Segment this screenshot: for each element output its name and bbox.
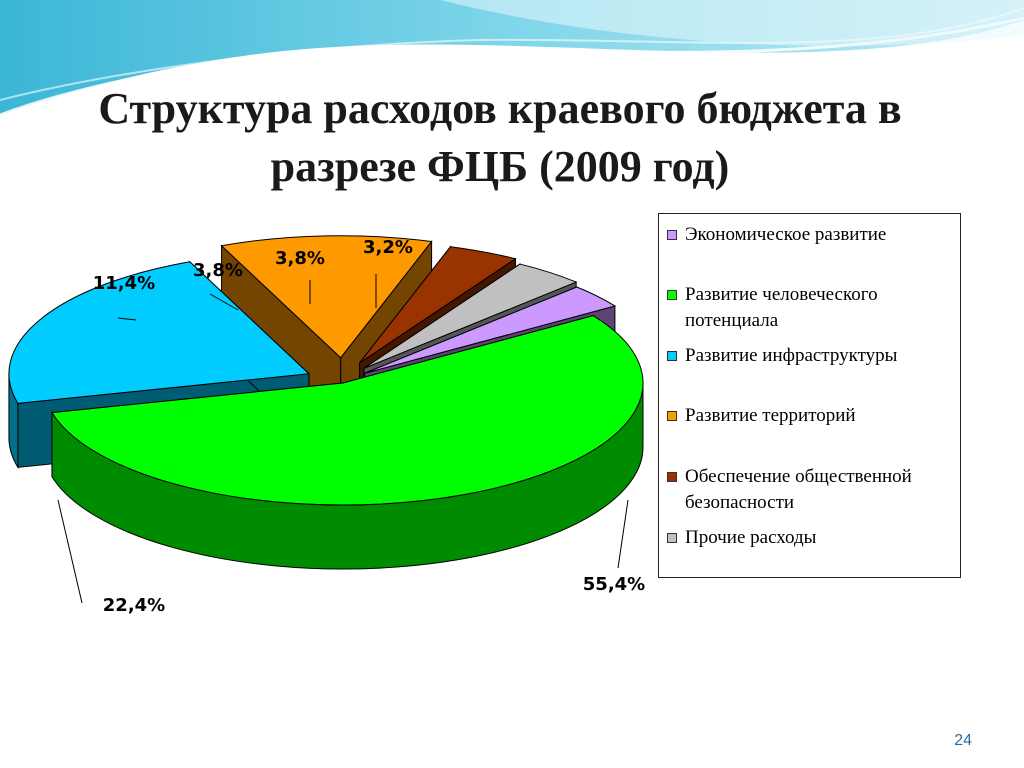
legend-label: Прочие расходы	[685, 527, 817, 548]
data-label-human-potential: 55,4%	[583, 574, 645, 595]
data-label-public-safety: 3,8%	[193, 260, 243, 281]
chart-legend: Экономическое развитие Развитие человече…	[658, 213, 961, 578]
legend-label: Развитие человеческого потенциала	[685, 284, 878, 331]
header-wave-decoration	[0, 0, 1024, 117]
slice-top-face	[220, 235, 433, 359]
legend-swatch	[667, 411, 677, 421]
pie-slice-human-potential	[51, 315, 644, 570]
slide-title: Структура расходов краевого бюджета в ра…	[0, 80, 1000, 196]
legend-item-human-potential: Развитие человеческого потенциала	[667, 282, 957, 334]
legend-label: Развитие инфраструктуры	[685, 345, 898, 366]
data-label-infrastructure: 22,4%	[103, 595, 165, 616]
legend-item-infrastructure: Развитие инфраструктуры	[667, 343, 957, 369]
page-number: 24	[954, 732, 972, 749]
legend-swatch	[667, 290, 677, 300]
legend-label: Обеспечение общественной безопасности	[685, 466, 912, 513]
leader-line-human-potential	[617, 499, 629, 569]
legend-label: Экономическое развитие	[685, 224, 887, 245]
legend-item-other: Прочие расходы	[667, 525, 957, 551]
legend-item-economic: Экономическое развитие	[667, 222, 957, 248]
pie-chart: 3,2% 55,4% 22,4% 11,4% 3,8% 3,8%	[8, 235, 645, 616]
legend-swatch	[667, 351, 677, 361]
slice-top-face	[364, 286, 617, 374]
title-line-1: Структура расходов краевого бюджета в	[98, 84, 902, 133]
legend-label: Развитие территорий	[685, 405, 856, 426]
title-line-2: разрезе ФЦБ (2009 год)	[270, 142, 730, 191]
legend-item-public-safety: Обеспечение общественной безопасности	[667, 464, 957, 516]
legend-item-territories: Развитие территорий	[667, 403, 957, 429]
slice-top-face	[363, 263, 578, 369]
legend-swatch	[667, 472, 677, 482]
data-label-economic: 3,2%	[363, 237, 413, 258]
slice-top-face	[8, 261, 311, 404]
slice-top-face	[51, 315, 644, 506]
legend-swatch	[667, 230, 677, 240]
leader-line-public-safety	[209, 293, 239, 311]
legend-swatch	[667, 533, 677, 543]
slice-top-face	[359, 246, 517, 364]
data-label-other: 3,8%	[275, 248, 325, 269]
data-label-territories: 11,4%	[93, 273, 155, 294]
leader-line-territories	[117, 317, 137, 321]
leader-line-infrastructure	[57, 499, 83, 604]
